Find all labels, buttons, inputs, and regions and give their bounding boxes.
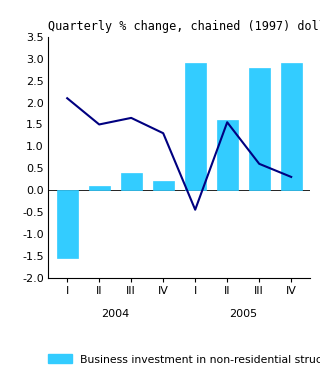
Bar bbox=[185, 63, 206, 190]
Legend: Business investment in non-residential structures, Business investment in reside: Business investment in non-residential s… bbox=[48, 354, 320, 370]
Text: 2004: 2004 bbox=[101, 309, 129, 319]
Text: 2005: 2005 bbox=[229, 309, 257, 319]
Bar bbox=[249, 68, 270, 190]
Bar bbox=[281, 63, 302, 190]
Bar bbox=[121, 172, 141, 190]
Bar bbox=[89, 186, 110, 190]
Bar bbox=[57, 190, 77, 258]
Text: Quarterly % change, chained (1997) dollars: Quarterly % change, chained (1997) dolla… bbox=[48, 20, 320, 33]
Bar bbox=[153, 181, 173, 190]
Bar bbox=[217, 120, 237, 190]
